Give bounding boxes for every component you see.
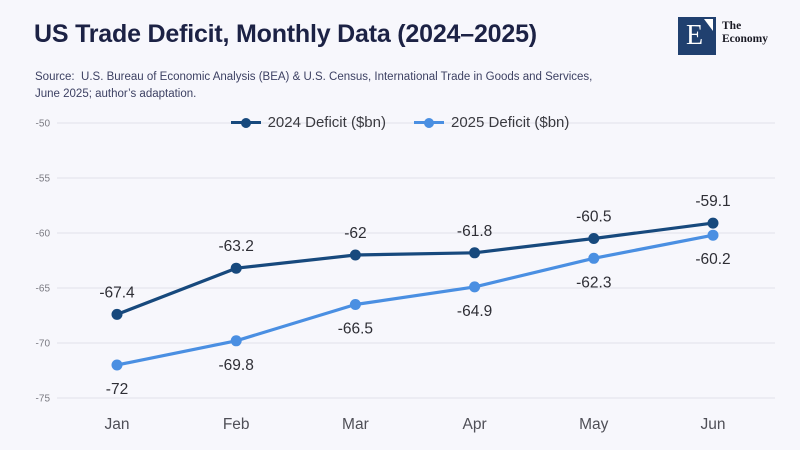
logo-square: E <box>678 17 716 55</box>
data-label: -72 <box>106 381 128 398</box>
data-point <box>349 299 361 310</box>
logo-mark-icon <box>704 19 713 31</box>
data-label: -61.8 <box>457 223 492 240</box>
legend-dot-icon <box>240 117 251 128</box>
data-label: -63.2 <box>219 238 254 255</box>
logo-name-line2: Economy <box>722 32 768 45</box>
logo-name-line1: The <box>722 20 742 32</box>
legend-item[interactable]: 2024 Deficit ($bn) <box>230 114 386 131</box>
y-tick-label: -60 <box>36 229 51 240</box>
legend-dot-icon <box>424 117 434 128</box>
data-label: -62 <box>344 225 366 242</box>
data-label: -60.2 <box>695 251 730 268</box>
y-tick-label: -75 <box>36 394 51 405</box>
data-point <box>230 335 242 347</box>
data-point <box>588 233 600 244</box>
series-line <box>115 221 715 316</box>
data-point <box>588 252 600 264</box>
y-tick-label: -50 <box>36 119 51 130</box>
data-label: -62.3 <box>576 274 611 291</box>
x-tick-label: Feb <box>223 416 250 433</box>
legend: 2024 Deficit ($bn) 2025 Deficit ($bn) <box>0 114 800 131</box>
series-line <box>115 233 715 367</box>
x-tick-label: Apr <box>463 416 487 433</box>
y-tick-label: -55 <box>36 174 51 185</box>
y-tick-label: -65 <box>36 284 51 295</box>
legend-line-marker-icon <box>414 117 444 128</box>
data-label: -66.5 <box>338 321 373 338</box>
data-point <box>349 249 361 261</box>
data-point <box>469 247 481 259</box>
legend-item[interactable]: 2025 Deficit ($bn) <box>414 114 569 131</box>
data-label: -67.4 <box>99 284 135 301</box>
x-tick-label: Jan <box>105 416 130 433</box>
data-label: -69.8 <box>219 357 254 374</box>
data-label: -59.1 <box>695 193 730 210</box>
logo-letter: E <box>686 20 704 51</box>
x-tick-label: Jun <box>701 416 726 433</box>
data-point <box>707 229 719 241</box>
data-point <box>111 359 123 371</box>
y-tick-label: -70 <box>36 339 51 350</box>
logo: E The Economy <box>678 17 768 55</box>
legend-item-label: 2025 Deficit ($bn) <box>451 114 570 131</box>
legend-item-label: 2024 Deficit ($bn) <box>267 114 386 131</box>
x-tick-label: Mar <box>342 416 369 433</box>
legend-line-marker-icon <box>230 117 261 128</box>
data-point <box>111 308 123 320</box>
page-title: US Trade Deficit, Monthly Data (2024–202… <box>34 20 537 48</box>
data-label: -64.9 <box>457 303 492 320</box>
data-point <box>230 262 242 274</box>
data-point <box>469 281 481 293</box>
data-label: -60.5 <box>576 209 611 226</box>
data-point <box>707 217 719 229</box>
x-tick-label: May <box>579 416 609 433</box>
source-note: Source: U.S. Bureau of Economic Analysis… <box>35 71 593 100</box>
logo-name: The Economy <box>722 17 768 45</box>
